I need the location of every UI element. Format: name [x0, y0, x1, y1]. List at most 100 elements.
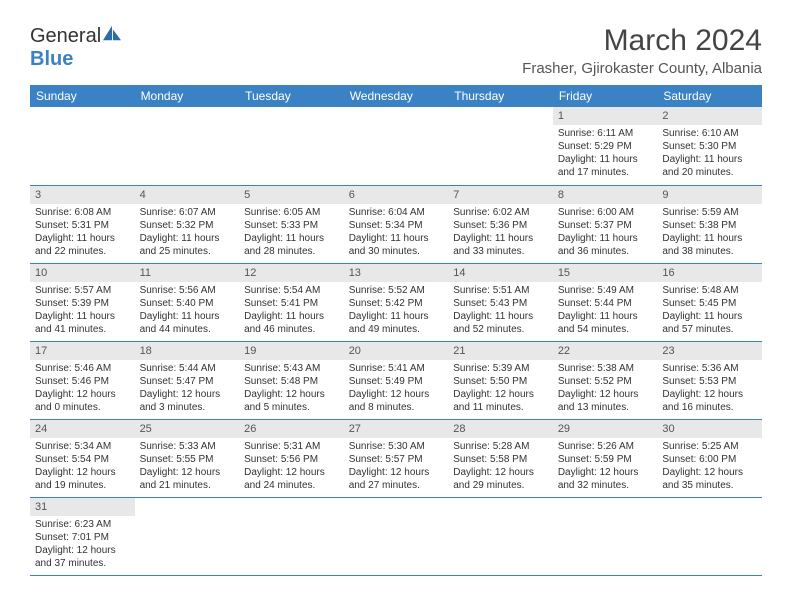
sunset-text: Sunset: 5:48 PM: [244, 375, 339, 388]
sunrise-text: Sunrise: 5:59 AM: [662, 206, 757, 219]
sunset-text: Sunset: 5:52 PM: [558, 375, 653, 388]
sunset-text: Sunset: 5:34 PM: [349, 219, 444, 232]
day-number: 30: [657, 420, 762, 438]
day-content: Sunrise: 5:57 AMSunset: 5:39 PMDaylight:…: [30, 282, 135, 338]
calendar-cell: [239, 107, 344, 185]
day-number: 13: [344, 264, 449, 282]
calendar-cell: 28Sunrise: 5:28 AMSunset: 5:58 PMDayligh…: [448, 419, 553, 497]
day-content: Sunrise: 5:46 AMSunset: 5:46 PMDaylight:…: [30, 360, 135, 416]
day-content: Sunrise: 5:26 AMSunset: 5:59 PMDaylight:…: [553, 438, 658, 494]
calendar-cell: [448, 107, 553, 185]
daylight-text: Daylight: 12 hours and 29 minutes.: [453, 466, 548, 492]
day-number: 14: [448, 264, 553, 282]
calendar-cell: 11Sunrise: 5:56 AMSunset: 5:40 PMDayligh…: [135, 263, 240, 341]
sunset-text: Sunset: 5:38 PM: [662, 219, 757, 232]
day-content: Sunrise: 5:49 AMSunset: 5:44 PMDaylight:…: [553, 282, 658, 338]
calendar-cell: 27Sunrise: 5:30 AMSunset: 5:57 PMDayligh…: [344, 419, 449, 497]
daylight-text: Daylight: 11 hours and 54 minutes.: [558, 310, 653, 336]
sunrise-text: Sunrise: 5:48 AM: [662, 284, 757, 297]
calendar-cell: 17Sunrise: 5:46 AMSunset: 5:46 PMDayligh…: [30, 341, 135, 419]
day-number: 25: [135, 420, 240, 438]
daylight-text: Daylight: 12 hours and 27 minutes.: [349, 466, 444, 492]
day-number: 23: [657, 342, 762, 360]
sunrise-text: Sunrise: 5:44 AM: [140, 362, 235, 375]
calendar-cell: [239, 497, 344, 575]
sunset-text: Sunset: 6:00 PM: [662, 453, 757, 466]
day-content: Sunrise: 6:00 AMSunset: 5:37 PMDaylight:…: [553, 204, 658, 260]
sunset-text: Sunset: 5:40 PM: [140, 297, 235, 310]
calendar-cell: 14Sunrise: 5:51 AMSunset: 5:43 PMDayligh…: [448, 263, 553, 341]
day-content: Sunrise: 5:59 AMSunset: 5:38 PMDaylight:…: [657, 204, 762, 260]
daylight-text: Daylight: 11 hours and 52 minutes.: [453, 310, 548, 336]
day-number: 7: [448, 186, 553, 204]
calendar-cell: [448, 497, 553, 575]
day-header: Monday: [135, 85, 240, 107]
calendar-cell: 24Sunrise: 5:34 AMSunset: 5:54 PMDayligh…: [30, 419, 135, 497]
sunrise-text: Sunrise: 5:39 AM: [453, 362, 548, 375]
day-content: Sunrise: 6:08 AMSunset: 5:31 PMDaylight:…: [30, 204, 135, 260]
sunset-text: Sunset: 5:36 PM: [453, 219, 548, 232]
sunset-text: Sunset: 5:59 PM: [558, 453, 653, 466]
calendar-cell: [135, 497, 240, 575]
daylight-text: Daylight: 12 hours and 19 minutes.: [35, 466, 130, 492]
calendar-cell: [553, 497, 658, 575]
sunset-text: Sunset: 5:39 PM: [35, 297, 130, 310]
day-number: 26: [239, 420, 344, 438]
day-content: Sunrise: 6:04 AMSunset: 5:34 PMDaylight:…: [344, 204, 449, 260]
calendar-cell: 3Sunrise: 6:08 AMSunset: 5:31 PMDaylight…: [30, 185, 135, 263]
day-number: 9: [657, 186, 762, 204]
month-title: March 2024: [522, 24, 762, 58]
calendar-cell: 19Sunrise: 5:43 AMSunset: 5:48 PMDayligh…: [239, 341, 344, 419]
daylight-text: Daylight: 12 hours and 21 minutes.: [140, 466, 235, 492]
calendar-cell: 18Sunrise: 5:44 AMSunset: 5:47 PMDayligh…: [135, 341, 240, 419]
sunrise-text: Sunrise: 5:36 AM: [662, 362, 757, 375]
sunrise-text: Sunrise: 6:04 AM: [349, 206, 444, 219]
calendar-cell: 2Sunrise: 6:10 AMSunset: 5:30 PMDaylight…: [657, 107, 762, 185]
sunrise-text: Sunrise: 5:26 AM: [558, 440, 653, 453]
sunrise-text: Sunrise: 5:51 AM: [453, 284, 548, 297]
calendar-cell: 21Sunrise: 5:39 AMSunset: 5:50 PMDayligh…: [448, 341, 553, 419]
daylight-text: Daylight: 12 hours and 37 minutes.: [35, 544, 130, 570]
calendar-cell: [657, 497, 762, 575]
sunset-text: Sunset: 5:33 PM: [244, 219, 339, 232]
sunset-text: Sunset: 5:58 PM: [453, 453, 548, 466]
daylight-text: Daylight: 11 hours and 36 minutes.: [558, 232, 653, 258]
calendar-cell: 7Sunrise: 6:02 AMSunset: 5:36 PMDaylight…: [448, 185, 553, 263]
sunset-text: Sunset: 5:30 PM: [662, 140, 757, 153]
calendar-cell: 15Sunrise: 5:49 AMSunset: 5:44 PMDayligh…: [553, 263, 658, 341]
sunset-text: Sunset: 5:50 PM: [453, 375, 548, 388]
calendar-row: 10Sunrise: 5:57 AMSunset: 5:39 PMDayligh…: [30, 263, 762, 341]
day-content: Sunrise: 5:48 AMSunset: 5:45 PMDaylight:…: [657, 282, 762, 338]
day-header: Tuesday: [239, 85, 344, 107]
sunrise-text: Sunrise: 5:46 AM: [35, 362, 130, 375]
calendar-row: 17Sunrise: 5:46 AMSunset: 5:46 PMDayligh…: [30, 341, 762, 419]
calendar-table: SundayMondayTuesdayWednesdayThursdayFrid…: [30, 85, 762, 576]
calendar-cell: 20Sunrise: 5:41 AMSunset: 5:49 PMDayligh…: [344, 341, 449, 419]
day-content: Sunrise: 5:43 AMSunset: 5:48 PMDaylight:…: [239, 360, 344, 416]
sunrise-text: Sunrise: 5:31 AM: [244, 440, 339, 453]
daylight-text: Daylight: 11 hours and 57 minutes.: [662, 310, 757, 336]
day-content: Sunrise: 5:25 AMSunset: 6:00 PMDaylight:…: [657, 438, 762, 494]
daylight-text: Daylight: 11 hours and 28 minutes.: [244, 232, 339, 258]
day-header: Friday: [553, 85, 658, 107]
sunrise-text: Sunrise: 5:38 AM: [558, 362, 653, 375]
sunrise-text: Sunrise: 5:25 AM: [662, 440, 757, 453]
calendar-cell: 6Sunrise: 6:04 AMSunset: 5:34 PMDaylight…: [344, 185, 449, 263]
logo-text-2: Blue: [30, 48, 73, 70]
calendar-cell: 13Sunrise: 5:52 AMSunset: 5:42 PMDayligh…: [344, 263, 449, 341]
day-content: Sunrise: 6:05 AMSunset: 5:33 PMDaylight:…: [239, 204, 344, 260]
day-content: Sunrise: 5:41 AMSunset: 5:49 PMDaylight:…: [344, 360, 449, 416]
daylight-text: Daylight: 11 hours and 46 minutes.: [244, 310, 339, 336]
daylight-text: Daylight: 12 hours and 5 minutes.: [244, 388, 339, 414]
daylight-text: Daylight: 12 hours and 11 minutes.: [453, 388, 548, 414]
day-content: Sunrise: 6:11 AMSunset: 5:29 PMDaylight:…: [553, 125, 658, 181]
day-content: Sunrise: 5:56 AMSunset: 5:40 PMDaylight:…: [135, 282, 240, 338]
day-number: 18: [135, 342, 240, 360]
sunrise-text: Sunrise: 6:08 AM: [35, 206, 130, 219]
sunset-text: Sunset: 5:41 PM: [244, 297, 339, 310]
sunrise-text: Sunrise: 5:56 AM: [140, 284, 235, 297]
day-content: Sunrise: 5:44 AMSunset: 5:47 PMDaylight:…: [135, 360, 240, 416]
sunset-text: Sunset: 5:37 PM: [558, 219, 653, 232]
day-content: Sunrise: 6:02 AMSunset: 5:36 PMDaylight:…: [448, 204, 553, 260]
sunrise-text: Sunrise: 6:02 AM: [453, 206, 548, 219]
